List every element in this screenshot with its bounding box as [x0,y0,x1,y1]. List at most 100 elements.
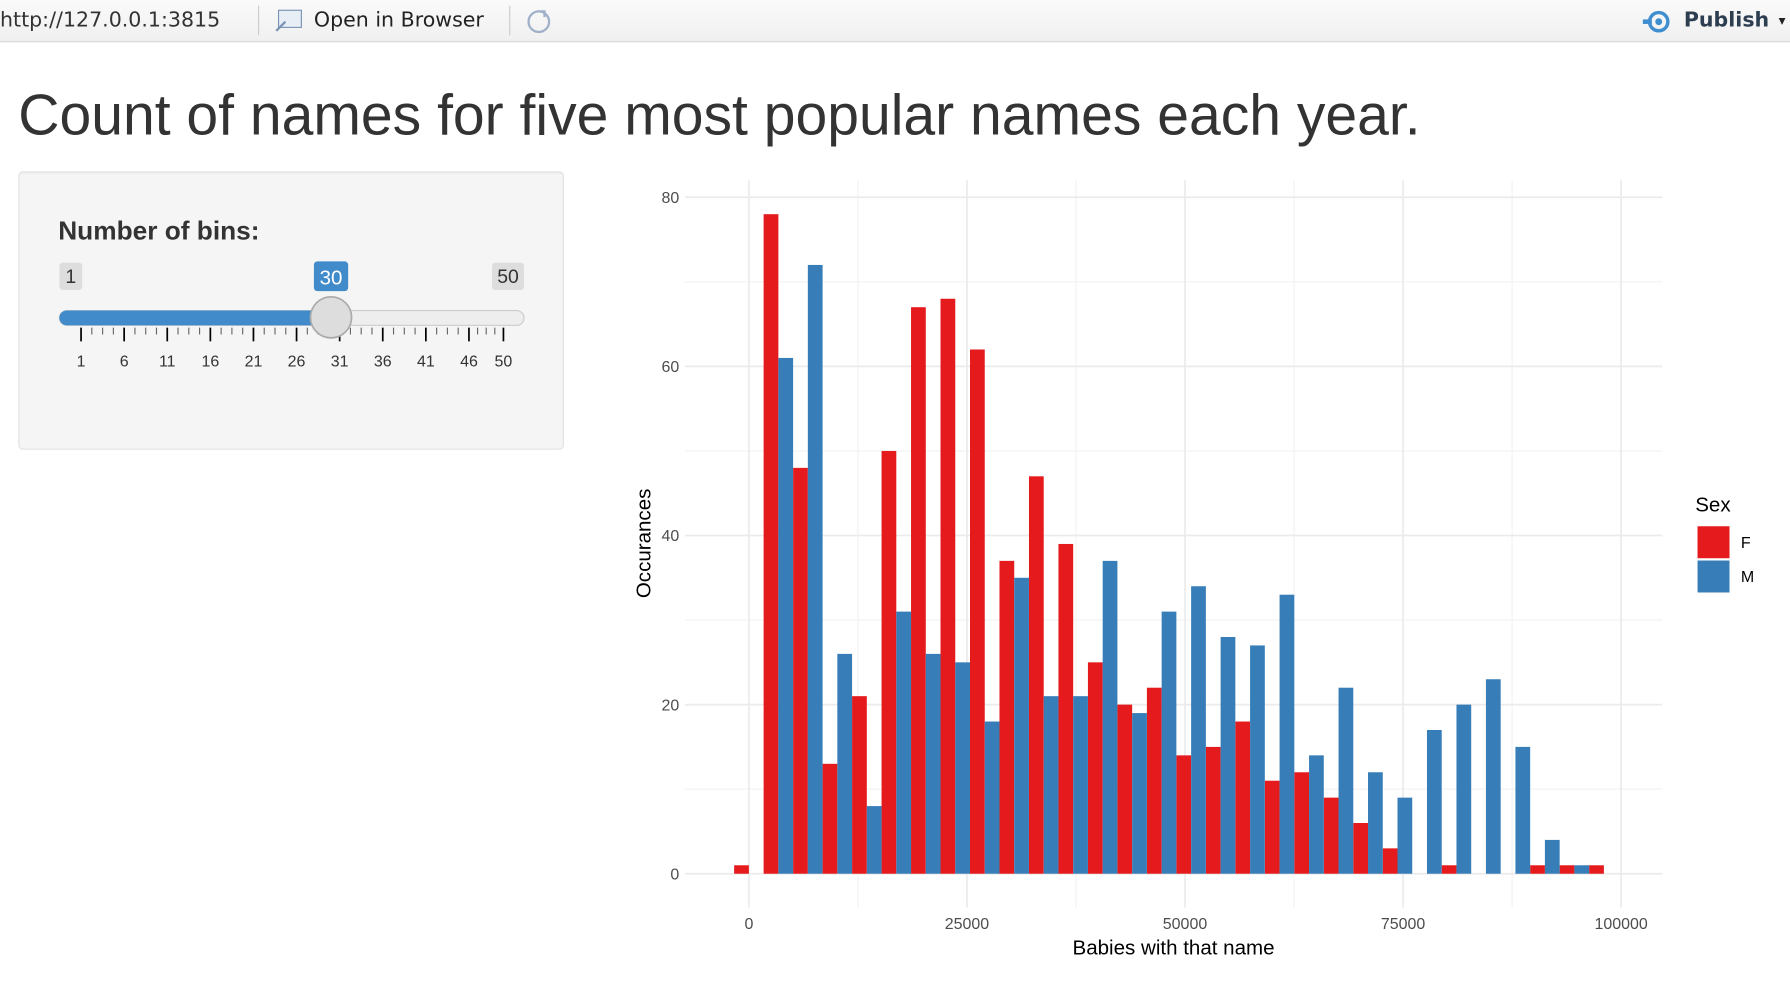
x-axis-label: Babies with that name [1073,936,1275,959]
slider-handle[interactable] [309,295,353,339]
x-tick-label: 75000 [1381,916,1426,933]
y-tick-label: 80 [661,190,679,207]
bar [1205,746,1221,874]
slider-value-box [313,261,349,292]
bar [1574,865,1590,874]
bar [807,264,823,874]
slider-tick-label: 6 [120,353,129,370]
bar [1250,645,1265,874]
bar [734,865,749,874]
bar [778,357,794,874]
slider-tick-label: 11 [159,353,176,370]
slider-max-label: 50 [497,266,519,288]
slider-tick-label: 31 [331,353,349,370]
bar [1132,713,1147,874]
slider-tick-label: 16 [201,353,219,370]
legend-label: M [1741,569,1754,586]
bar [1559,865,1575,874]
slider-tick-label: 21 [245,353,263,370]
bar [1515,746,1531,874]
slider-tick-label: 26 [288,353,306,370]
bar [1323,797,1339,874]
bar [1309,755,1324,874]
bar [1117,704,1133,874]
refresh-icon[interactable] [524,7,554,37]
slider-value-label: 30 [320,266,343,289]
bar [1043,696,1059,874]
open-in-browser[interactable]: Open in Browser [313,7,484,32]
x-tick-label: 25000 [945,916,990,933]
bar [1264,780,1280,874]
bar [1191,586,1206,874]
bar [822,763,838,874]
bar [1544,839,1560,874]
bar [911,307,926,874]
legend-key [1697,526,1730,559]
bar [1441,865,1457,874]
x-tick-label: 100000 [1594,916,1647,933]
y-tick-label: 40 [661,528,679,545]
bar [866,806,882,874]
slider-min-box [59,262,83,290]
bar [1146,687,1162,874]
legend-title: Sex [1695,493,1731,516]
bar [999,560,1015,874]
bar [1353,822,1369,874]
slider-tick-label: 36 [374,353,392,370]
bar [1028,476,1044,874]
bar [1338,687,1354,874]
bar [955,662,971,874]
bar [1073,696,1088,874]
bar [1161,611,1177,874]
bar [1294,772,1310,874]
bar [970,349,985,874]
bar [1058,543,1074,874]
slider-min-label: 1 [65,266,76,288]
bar [984,721,1000,874]
bar [1220,636,1236,874]
slider-max-box [492,262,524,290]
bar [1014,577,1029,874]
bar [896,611,912,874]
bar [852,696,867,874]
x-tick-label: 0 [744,916,753,933]
sidebar-panel: Number of bins: 1 50 30 1 6 11 16 21 26 31 36 41 46 5… [18,171,564,450]
slider-fill [59,310,332,326]
bar [1485,679,1501,874]
bar [1087,662,1103,874]
bar [1589,865,1604,874]
bar [925,653,941,874]
y-axis-label: Occurances [633,489,656,599]
slider-tick-label: 1 [77,353,86,370]
legend-label: F [1741,535,1751,552]
y-tick-label: 60 [661,359,679,376]
url: http://127.0.0.1:3815 [0,7,221,32]
bar [1102,560,1118,874]
publish-button[interactable]: Publish [1683,7,1770,32]
bar [1176,755,1192,874]
y-tick-label: 20 [661,697,679,714]
publish-icon[interactable] [1642,8,1677,35]
toolbar: http://127.0.0.1:3815 Open in Browser Pu… [0,0,1790,43]
browser-icon [275,9,302,32]
dropdown-caret[interactable]: ▾ [1778,12,1786,29]
bar [1530,865,1545,874]
bar [1397,797,1413,874]
x-tick-label: 50000 [1163,916,1208,933]
bar [837,653,853,874]
bar [763,214,779,874]
bar [1235,721,1251,874]
y-tick-label: 0 [670,866,679,883]
slider-tick-label: 46 [460,353,478,370]
page-title: Count of names for five most popular nam… [18,83,1421,148]
slider-tick-label: 50 [495,353,513,370]
slider-tick-label: 41 [417,353,435,370]
legend-key [1697,560,1730,593]
slider-label: Number of bins: [58,215,260,246]
bar [1456,704,1472,874]
bar [1426,729,1442,874]
